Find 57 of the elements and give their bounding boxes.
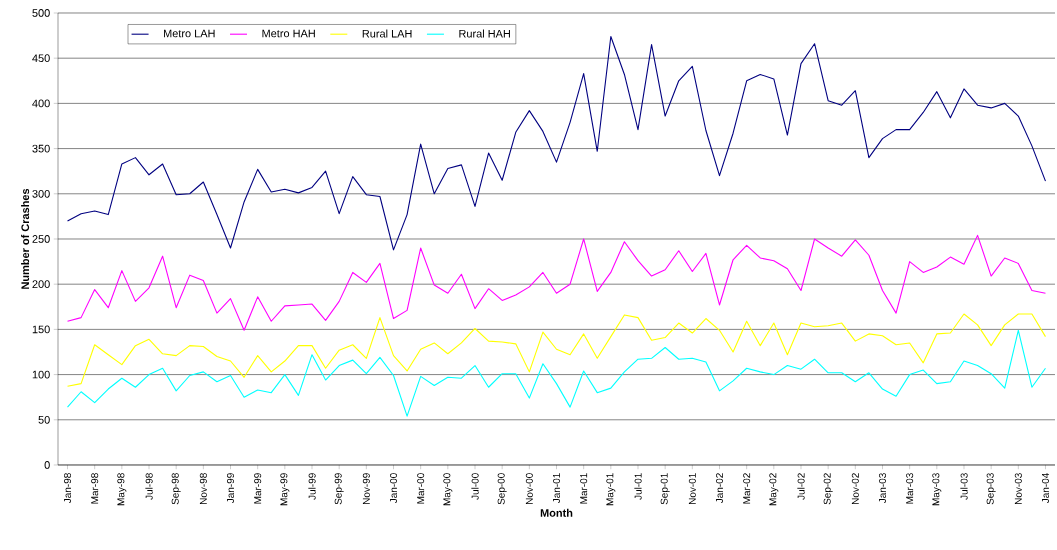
x-tick-label: Jul-03 bbox=[960, 473, 968, 500]
x-tick-label: Nov-03 bbox=[1014, 473, 1022, 505]
x-tick-label: Sep-98 bbox=[171, 473, 181, 505]
y-tick-label: 200 bbox=[32, 280, 50, 289]
x-axis-title: Month bbox=[540, 508, 573, 517]
line-series bbox=[66, 329, 1047, 417]
x-tick-label: Jul-01 bbox=[634, 473, 642, 500]
y-tick-label: 150 bbox=[32, 325, 50, 334]
x-tick-label: Sep-01 bbox=[660, 473, 670, 505]
x-tick-label: Jan-03 bbox=[878, 473, 887, 504]
x-tick-label: Mar-00 bbox=[417, 473, 425, 504]
y-axis-title: Number of Crashes bbox=[21, 188, 30, 289]
legend-label: Rural LAH bbox=[362, 29, 412, 38]
x-tick-label: Sep-03 bbox=[986, 473, 996, 505]
x-tick-label: Jul-02 bbox=[797, 473, 805, 500]
x-tick-label: Jan-02 bbox=[715, 473, 724, 504]
x-tick-label: Jan-98 bbox=[63, 473, 72, 504]
y-tick-label: 250 bbox=[32, 235, 50, 243]
x-tick-label: Jul-98 bbox=[145, 473, 153, 500]
x-tick-label: Nov-01 bbox=[688, 473, 696, 505]
x-tick-label: May-03 bbox=[932, 473, 942, 506]
x-tick-label: Sep-02 bbox=[823, 473, 833, 505]
x-tick-label: May-01 bbox=[606, 473, 616, 506]
y-tick-label: 0 bbox=[44, 461, 50, 469]
x-tick-label: Nov-02 bbox=[851, 473, 859, 505]
x-tick-label: Jan-99 bbox=[226, 473, 235, 504]
y-tick-label: 500 bbox=[32, 9, 50, 17]
x-tick-label: Nov-00 bbox=[525, 473, 533, 505]
y-tick-label: 300 bbox=[32, 189, 50, 198]
x-tick-label: Jan-01 bbox=[552, 473, 561, 504]
x-tick-label: Mar-02 bbox=[743, 473, 751, 504]
x-tick-label: Mar-01 bbox=[580, 473, 588, 504]
legend-label: Rural HAH bbox=[459, 29, 510, 38]
x-tick-label: May-02 bbox=[769, 473, 779, 506]
y-tick-label: 100 bbox=[32, 370, 50, 379]
x-tick-label: Jan-00 bbox=[389, 473, 398, 504]
x-tick-label: Mar-03 bbox=[906, 473, 914, 504]
x-tick-label: May-00 bbox=[443, 473, 453, 506]
y-tick-label: 400 bbox=[32, 99, 50, 108]
x-tick-label: Sep-99 bbox=[334, 473, 344, 505]
y-tick-label: 450 bbox=[32, 54, 50, 63]
x-tick-label: Sep-00 bbox=[497, 473, 507, 505]
x-tick-label: May-99 bbox=[280, 473, 290, 506]
line-series bbox=[66, 234, 1047, 331]
y-tick-label: 350 bbox=[32, 144, 50, 153]
y-tick-label: 50 bbox=[38, 415, 50, 424]
x-tick-label: Jul-99 bbox=[308, 473, 316, 500]
x-tick-label: Nov-98 bbox=[199, 473, 207, 505]
x-tick-label: Mar-99 bbox=[254, 473, 262, 504]
x-tick-label: May-98 bbox=[117, 473, 127, 506]
legend-label: Metro LAH bbox=[164, 29, 215, 38]
x-tick-label: Mar-98 bbox=[91, 473, 99, 504]
x-tick-label: Jul-00 bbox=[471, 473, 479, 500]
line-series bbox=[66, 313, 1047, 387]
x-tick-label: Jan-04 bbox=[1041, 473, 1049, 504]
legend-label: Metro HAH bbox=[262, 29, 315, 38]
x-tick-label: Nov-99 bbox=[362, 473, 370, 505]
